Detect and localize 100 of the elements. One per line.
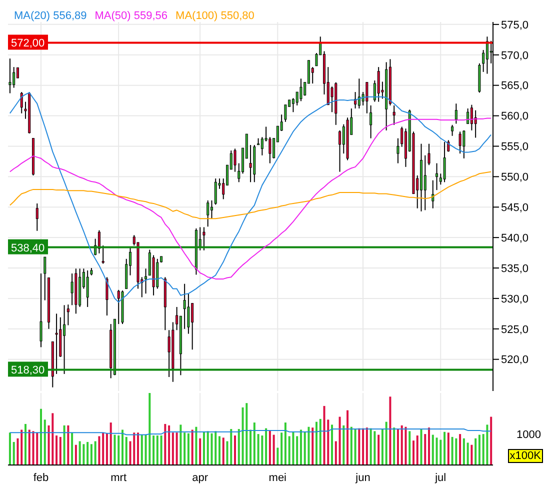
y-tick-label: 550,0 bbox=[501, 172, 529, 184]
bar bbox=[187, 433, 190, 465]
bar bbox=[272, 434, 275, 465]
bar bbox=[164, 424, 166, 465]
bar bbox=[86, 442, 89, 465]
candlestick bbox=[424, 154, 426, 211]
candlestick bbox=[330, 86, 334, 113]
bar bbox=[32, 431, 34, 465]
x-tick-label: mei bbox=[268, 472, 287, 484]
bar bbox=[52, 413, 54, 465]
candlestick bbox=[117, 289, 120, 325]
candlestick bbox=[66, 304, 70, 326]
bar bbox=[160, 435, 162, 465]
bar bbox=[78, 441, 81, 465]
candlestick bbox=[183, 283, 186, 330]
candlestick bbox=[55, 313, 58, 374]
bar bbox=[470, 444, 473, 465]
ref-line-label: 518,30 bbox=[11, 364, 45, 377]
candlestick bbox=[338, 130, 342, 172]
bar bbox=[350, 426, 352, 465]
bar bbox=[486, 424, 488, 465]
candlestick bbox=[210, 200, 213, 220]
candlestick bbox=[260, 136, 264, 156]
bar bbox=[462, 438, 465, 465]
candlestick bbox=[86, 270, 89, 308]
bar bbox=[67, 425, 70, 465]
x-tick-label: jun bbox=[354, 472, 370, 484]
bar bbox=[230, 429, 232, 465]
bar bbox=[102, 432, 104, 465]
candlestick bbox=[206, 200, 210, 228]
candlestick bbox=[8, 58, 12, 94]
bar bbox=[40, 408, 42, 465]
bar bbox=[319, 418, 322, 465]
ref-line-label: 572,00 bbox=[11, 38, 45, 50]
candlestick bbox=[20, 92, 23, 114]
x-tick-label: feb bbox=[33, 472, 49, 484]
bar bbox=[118, 435, 120, 465]
bar bbox=[284, 422, 286, 465]
bar bbox=[342, 425, 345, 465]
bar bbox=[121, 430, 124, 465]
bar bbox=[137, 432, 140, 465]
bar bbox=[354, 429, 356, 465]
bar bbox=[404, 426, 407, 465]
candlestick bbox=[12, 66, 16, 88]
bar bbox=[276, 448, 279, 465]
candlestick bbox=[106, 276, 108, 316]
candlestick bbox=[428, 143, 430, 166]
y-tick-label: 535,0 bbox=[501, 262, 529, 275]
candlestick bbox=[396, 138, 400, 164]
bar bbox=[280, 432, 283, 465]
bar bbox=[300, 430, 302, 465]
bar bbox=[133, 432, 136, 465]
bar bbox=[338, 416, 341, 465]
y-tick-label: 520,0 bbox=[501, 354, 529, 366]
y-tick-label: 570,0 bbox=[501, 50, 529, 62]
candlestick bbox=[470, 104, 473, 131]
bar bbox=[459, 434, 462, 465]
bar bbox=[455, 438, 458, 465]
y-tick-label: 540,0 bbox=[501, 232, 529, 244]
bar bbox=[366, 428, 368, 465]
bar bbox=[191, 430, 194, 465]
candlestick bbox=[466, 108, 470, 124]
bar bbox=[428, 428, 430, 465]
bar bbox=[114, 434, 116, 465]
bar bbox=[56, 435, 58, 465]
y-tick-label: 525,0 bbox=[501, 324, 529, 336]
bar bbox=[210, 433, 213, 465]
bar bbox=[362, 428, 364, 465]
candlestick bbox=[44, 256, 46, 301]
bar bbox=[172, 432, 174, 465]
bar bbox=[257, 434, 260, 465]
bar bbox=[20, 430, 23, 465]
x-tick-label: jul bbox=[434, 472, 446, 484]
bar bbox=[253, 422, 256, 465]
ref-line-label: 538,40 bbox=[11, 242, 45, 254]
candlestick bbox=[443, 141, 446, 183]
bar bbox=[195, 426, 198, 465]
bar bbox=[152, 435, 155, 465]
bar bbox=[8, 432, 11, 465]
bar bbox=[432, 434, 434, 465]
bar bbox=[94, 441, 96, 465]
bar bbox=[250, 430, 252, 465]
y-tick-label: 575,0 bbox=[501, 19, 529, 32]
candlestick bbox=[214, 178, 217, 206]
bar bbox=[440, 440, 442, 465]
candlestick bbox=[451, 124, 454, 136]
bar bbox=[59, 436, 62, 465]
x-tick-label: apr bbox=[192, 472, 208, 484]
candlestick bbox=[454, 103, 458, 124]
bar bbox=[28, 430, 30, 465]
candlestick bbox=[366, 82, 368, 114]
bar bbox=[202, 432, 205, 465]
bar bbox=[444, 432, 446, 465]
bar bbox=[168, 425, 170, 465]
bar bbox=[199, 438, 202, 465]
bar bbox=[447, 432, 450, 465]
bar bbox=[412, 440, 414, 465]
bar bbox=[370, 428, 372, 465]
bar bbox=[331, 424, 334, 465]
bar bbox=[358, 428, 360, 465]
